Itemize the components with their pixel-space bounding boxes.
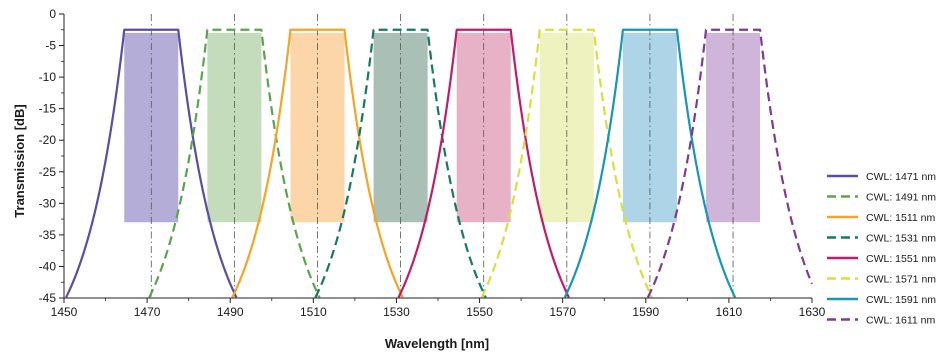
center-wavelength-lines xyxy=(150,14,734,298)
y-tick-label: -45 xyxy=(39,291,57,305)
y-tick-label: -35 xyxy=(39,228,57,242)
x-tick-label: 1490 xyxy=(217,305,244,319)
x-tick-label: 1530 xyxy=(383,305,410,319)
legend-label-cwl-1531: CWL: 1531 nm xyxy=(866,232,936,244)
curve-cwl-1551 xyxy=(397,28,570,298)
y-tick-label: -15 xyxy=(39,102,57,116)
y-tick-label: -40 xyxy=(39,259,57,273)
x-axis-title: Wavelength [nm] xyxy=(385,336,489,351)
curve-cwl-1531 xyxy=(314,28,487,298)
x-tick-label: 1450 xyxy=(51,305,78,319)
y-tick-label: -30 xyxy=(39,196,57,210)
y-tick-label: -5 xyxy=(45,39,56,53)
filter-curves xyxy=(65,28,814,298)
x-tick-label: 1550 xyxy=(466,305,493,319)
curve-cwl-1491 xyxy=(148,28,321,298)
legend-label-cwl-1471: CWL: 1471 nm xyxy=(866,171,936,183)
curve-cwl-1511 xyxy=(231,28,404,298)
curve-cwl-1591 xyxy=(563,28,737,298)
x-tick-label: 1590 xyxy=(632,305,659,319)
y-tick-label: -25 xyxy=(39,165,57,179)
legend-label-cwl-1571: CWL: 1571 nm xyxy=(866,273,936,285)
legend-label-cwl-1611: CWL: 1611 nm xyxy=(866,314,936,326)
x-tick-label: 1570 xyxy=(549,305,576,319)
legend-label-cwl-1591: CWL: 1591 nm xyxy=(866,294,936,306)
y-tick-label: -20 xyxy=(39,133,57,147)
curve-cwl-1571 xyxy=(480,28,653,298)
passband-shading xyxy=(124,32,761,223)
curve-cwl-1611 xyxy=(646,28,814,298)
curve-cwl-1471 xyxy=(65,28,238,298)
y-tick-label: -10 xyxy=(39,70,57,84)
legend-label-cwl-1491: CWL: 1491 nm xyxy=(866,191,936,203)
legend: CWL: 1471 nm CWL: 1491 nm CWL: 1511 nm CWL:… xyxy=(827,171,936,326)
x-tick-label: 1610 xyxy=(716,305,743,319)
x-tick-label: 1470 xyxy=(134,305,161,319)
legend-label-cwl-1511: CWL: 1511 nm xyxy=(866,212,936,224)
legend-label-cwl-1551: CWL: 1551 nm xyxy=(866,253,936,265)
y-tick-label: 0 xyxy=(49,7,56,21)
y-axis-title: Transmission [dB] xyxy=(12,104,27,217)
x-tick-label: 1630 xyxy=(799,305,826,319)
x-tick-label: 1510 xyxy=(300,305,327,319)
